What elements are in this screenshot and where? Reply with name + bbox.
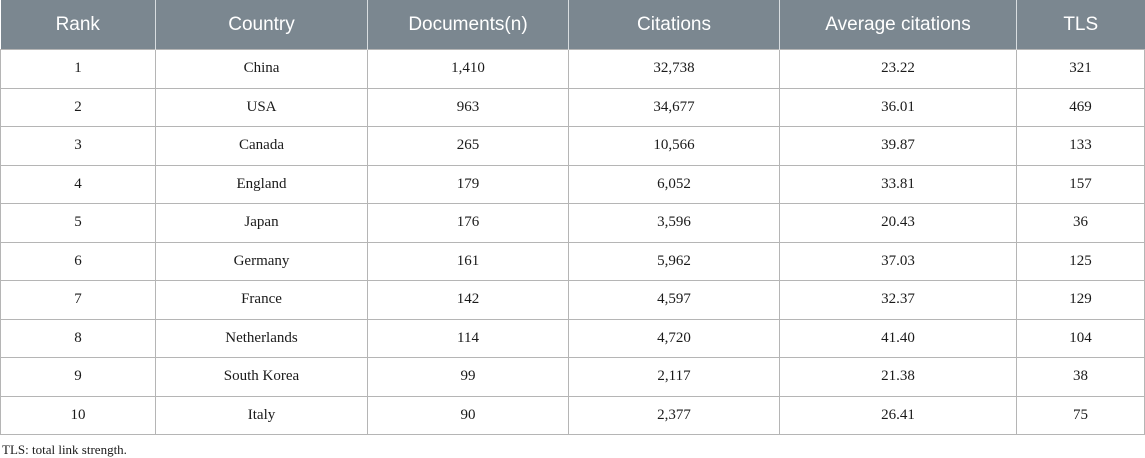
header-country: Country — [155, 0, 368, 50]
average-citations-cell: 33.81 — [779, 164, 1017, 204]
tls-cell: 104 — [1016, 318, 1145, 358]
table-row: 9 South Korea 99 2,117 21.38 38 — [0, 357, 1145, 397]
table-row: 3 Canada 265 10,566 39.87 133 — [0, 126, 1145, 166]
rank-cell: 6 — [0, 241, 156, 281]
rank-cell: 8 — [0, 318, 156, 358]
citations-cell: 3,596 — [568, 203, 780, 243]
tls-cell: 36 — [1016, 203, 1145, 243]
table-row: 1 China 1,410 32,738 23.22 321 — [0, 49, 1145, 89]
table-row: 10 Italy 90 2,377 26.41 75 — [0, 395, 1145, 435]
country-cell: Japan — [155, 203, 368, 243]
country-ranking-table: Rank Country Documents(n) Citations Aver… — [0, 0, 1145, 435]
header-row: Rank Country Documents(n) Citations Aver… — [0, 0, 1145, 50]
citations-cell: 4,597 — [568, 280, 780, 320]
table-footnote: TLS: total link strength. — [2, 442, 127, 457]
tls-cell: 38 — [1016, 357, 1145, 397]
table-row: 6 Germany 161 5,962 37.03 125 — [0, 241, 1145, 281]
citations-cell: 32,738 — [568, 49, 780, 89]
table-row: 4 England 179 6,052 33.81 157 — [0, 164, 1145, 204]
country-cell: South Korea — [155, 357, 368, 397]
rank-cell: 7 — [0, 280, 156, 320]
header-rank: Rank — [0, 0, 156, 50]
average-citations-cell: 37.03 — [779, 241, 1017, 281]
documents-cell: 176 — [367, 203, 569, 243]
documents-cell: 114 — [367, 318, 569, 358]
citations-cell: 6,052 — [568, 164, 780, 204]
documents-cell: 99 — [367, 357, 569, 397]
country-cell: Netherlands — [155, 318, 368, 358]
country-cell: France — [155, 280, 368, 320]
table-row: 7 France 142 4,597 32.37 129 — [0, 280, 1145, 320]
tls-cell: 75 — [1016, 395, 1145, 435]
documents-cell: 142 — [367, 280, 569, 320]
rank-cell: 5 — [0, 203, 156, 243]
country-cell: Italy — [155, 395, 368, 435]
average-citations-cell: 36.01 — [779, 87, 1017, 127]
tls-cell: 125 — [1016, 241, 1145, 281]
rank-cell: 10 — [0, 395, 156, 435]
average-citations-cell: 39.87 — [779, 126, 1017, 166]
average-citations-cell: 23.22 — [779, 49, 1017, 89]
table-header: Rank Country Documents(n) Citations Aver… — [0, 0, 1145, 50]
tls-cell: 133 — [1016, 126, 1145, 166]
country-cell: China — [155, 49, 368, 89]
citations-cell: 4,720 — [568, 318, 780, 358]
country-cell: England — [155, 164, 368, 204]
header-documents: Documents(n) — [367, 0, 569, 50]
country-cell: USA — [155, 87, 368, 127]
rank-cell: 1 — [0, 49, 156, 89]
citations-cell: 5,962 — [568, 241, 780, 281]
tls-cell: 129 — [1016, 280, 1145, 320]
rank-cell: 4 — [0, 164, 156, 204]
table-row: 8 Netherlands 114 4,720 41.40 104 — [0, 318, 1145, 358]
table-row: 5 Japan 176 3,596 20.43 36 — [0, 203, 1145, 243]
table-body: 1 China 1,410 32,738 23.22 321 2 USA 963 34,677 36… — [0, 49, 1145, 435]
documents-cell: 265 — [367, 126, 569, 166]
table-row: 2 USA 963 34,677 36.01 469 — [0, 87, 1145, 127]
tls-cell: 157 — [1016, 164, 1145, 204]
header-citations: Citations — [568, 0, 780, 50]
documents-cell: 179 — [367, 164, 569, 204]
average-citations-cell: 21.38 — [779, 357, 1017, 397]
rank-cell: 3 — [0, 126, 156, 166]
rank-cell: 2 — [0, 87, 156, 127]
average-citations-cell: 20.43 — [779, 203, 1017, 243]
header-average-citations: Average citations — [779, 0, 1017, 50]
tls-cell: 321 — [1016, 49, 1145, 89]
rank-cell: 9 — [0, 357, 156, 397]
average-citations-cell: 26.41 — [779, 395, 1017, 435]
citations-cell: 10,566 — [568, 126, 780, 166]
citations-cell: 34,677 — [568, 87, 780, 127]
citations-cell: 2,117 — [568, 357, 780, 397]
average-citations-cell: 32.37 — [779, 280, 1017, 320]
citations-cell: 2,377 — [568, 395, 780, 435]
tls-cell: 469 — [1016, 87, 1145, 127]
country-cell: Germany — [155, 241, 368, 281]
documents-cell: 90 — [367, 395, 569, 435]
documents-cell: 161 — [367, 241, 569, 281]
documents-cell: 1,410 — [367, 49, 569, 89]
country-cell: Canada — [155, 126, 368, 166]
header-tls: TLS — [1016, 0, 1145, 50]
documents-cell: 963 — [367, 87, 569, 127]
average-citations-cell: 41.40 — [779, 318, 1017, 358]
